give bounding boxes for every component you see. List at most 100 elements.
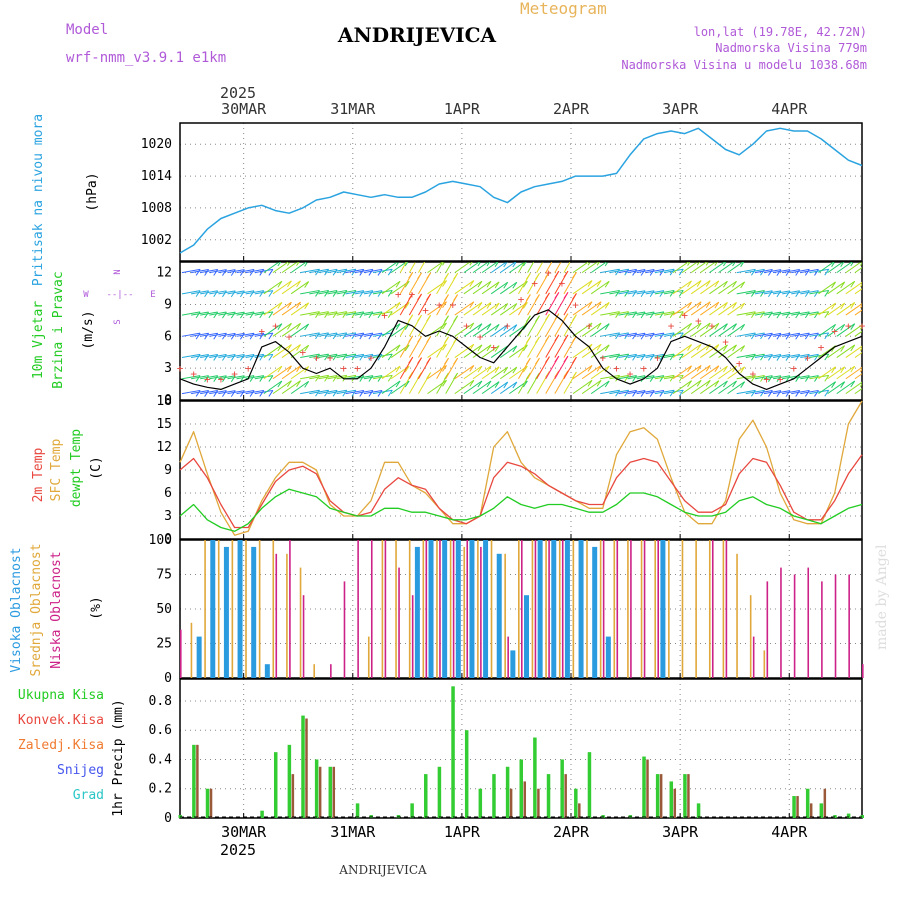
wind-barb bbox=[854, 330, 862, 337]
wind-barb bbox=[745, 268, 765, 274]
wind-barb bbox=[727, 281, 745, 295]
wind-barb bbox=[245, 389, 264, 395]
wind-barb bbox=[754, 375, 773, 380]
wind-barb bbox=[736, 290, 756, 295]
precip-total-bar bbox=[560, 759, 564, 818]
wind-barb-flag bbox=[444, 372, 449, 380]
wind-barb bbox=[845, 303, 862, 316]
wind-barb-flag bbox=[732, 302, 737, 309]
wind-barb bbox=[654, 332, 675, 337]
wind-barb bbox=[845, 381, 862, 395]
wind-barb-flag bbox=[469, 380, 475, 387]
wind-barb-flag bbox=[554, 292, 560, 299]
wind-barb-flag bbox=[332, 375, 338, 382]
precip-total-bar bbox=[205, 788, 210, 818]
cloud-bar bbox=[821, 581, 823, 678]
gust-marker: + bbox=[395, 288, 402, 301]
wind-barb-flag bbox=[469, 301, 475, 309]
wind-barb-flag bbox=[696, 343, 702, 351]
precip-total-bar bbox=[355, 803, 360, 818]
precip-conv-bar bbox=[673, 788, 677, 818]
gust-marker: + bbox=[463, 320, 470, 333]
wind-barb bbox=[300, 389, 320, 395]
wind-unit: (m/s) bbox=[81, 310, 96, 349]
wind-barb bbox=[472, 365, 492, 380]
wind-barb-flag bbox=[324, 375, 330, 382]
wind-barb-flag bbox=[395, 323, 401, 330]
precip-total-bar bbox=[464, 730, 469, 818]
cloud-bar bbox=[545, 540, 547, 678]
wind-barb bbox=[372, 389, 393, 395]
wind-barb-flag bbox=[296, 344, 301, 351]
wind-barb bbox=[672, 262, 690, 274]
wind-barb-flag bbox=[596, 280, 602, 287]
wind-barb-flag bbox=[304, 302, 310, 310]
wind-barb-flag bbox=[659, 354, 665, 361]
precip-total-bar bbox=[505, 766, 510, 818]
wind-barb bbox=[490, 262, 508, 274]
wind-barb-flag bbox=[615, 290, 621, 297]
gust-marker: + bbox=[286, 330, 293, 343]
wind-barb bbox=[618, 353, 637, 359]
wind-barb-flag bbox=[678, 353, 684, 361]
wind-barb-flag bbox=[563, 270, 569, 278]
cloud-bar bbox=[289, 540, 291, 678]
wind-barb bbox=[381, 323, 401, 337]
wind-barb bbox=[763, 354, 781, 359]
wind-barb-flag bbox=[869, 381, 873, 387]
y-tick-label: 9 bbox=[164, 463, 172, 478]
wind-barb bbox=[327, 311, 347, 316]
wind-barb-flag bbox=[426, 314, 432, 322]
wind-barb-flag bbox=[408, 271, 414, 279]
wind-barb-flag bbox=[408, 371, 414, 379]
y-tick-label: 0 bbox=[164, 811, 172, 826]
cloud-bar bbox=[439, 540, 441, 678]
year-top: 2025 bbox=[220, 84, 256, 102]
wind-barb bbox=[636, 290, 655, 295]
wind-barb-flag bbox=[859, 368, 862, 373]
precip-conv-bar bbox=[823, 788, 827, 818]
cloud-bar bbox=[613, 540, 616, 678]
t2m-label: 2m Temp bbox=[31, 447, 46, 502]
wind-barb bbox=[809, 374, 829, 380]
y-tick-label: 18 bbox=[156, 394, 172, 409]
wind-barb-flag bbox=[453, 357, 459, 365]
wind-barb bbox=[618, 311, 637, 316]
wind-barb bbox=[318, 268, 338, 274]
cloud-bar bbox=[749, 595, 752, 678]
wind-barb bbox=[218, 332, 236, 337]
wind-barb bbox=[736, 353, 756, 359]
wind-barb-flag bbox=[696, 365, 702, 372]
gust-marker: + bbox=[368, 352, 375, 365]
wind-barb bbox=[327, 332, 347, 337]
wind-barb-flag bbox=[640, 290, 646, 298]
wind-barb bbox=[636, 332, 655, 337]
wind-barb-flag bbox=[649, 269, 655, 276]
wind-barb-flag bbox=[767, 390, 773, 397]
wind-barb-flag bbox=[824, 268, 830, 276]
wind-barb-flag bbox=[259, 390, 265, 397]
gust-marker: + bbox=[695, 314, 702, 327]
wind-barb bbox=[709, 365, 728, 380]
wind-barb-flag bbox=[230, 354, 236, 361]
wind-barb-flag bbox=[696, 322, 702, 330]
wind-barb bbox=[663, 389, 684, 395]
wind-barb-flag bbox=[859, 262, 862, 266]
wind-barb bbox=[236, 375, 255, 380]
wind-barb-flag bbox=[814, 311, 819, 319]
wind-title-1: 10m Vjetar bbox=[31, 301, 46, 379]
wind-barb-flag bbox=[195, 375, 201, 382]
wind-barb bbox=[254, 311, 273, 316]
wind-barb-flag bbox=[604, 262, 609, 267]
wind-barb bbox=[200, 269, 218, 274]
wind-barb-flag bbox=[387, 268, 393, 276]
wind-barb-flag bbox=[324, 389, 330, 397]
cloud-bar bbox=[463, 546, 466, 678]
wind-barb-flag bbox=[659, 290, 665, 297]
wind-barb bbox=[572, 301, 593, 316]
wind-barb-flag bbox=[277, 365, 283, 373]
wind-barb-flag bbox=[563, 370, 569, 378]
wind-barb bbox=[499, 303, 518, 316]
model-name: wrf-nmm_v3.9.1 e1km bbox=[66, 50, 226, 66]
wind-barb bbox=[654, 289, 675, 295]
